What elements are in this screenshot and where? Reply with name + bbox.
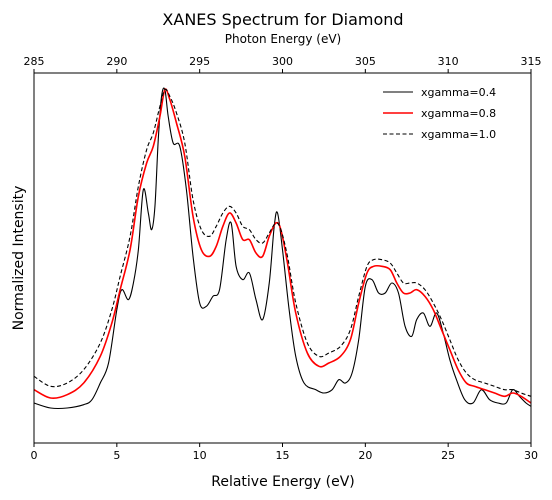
legend-label-3: xgamma=1.0: [421, 128, 496, 141]
x-tick-label: 10: [193, 449, 207, 462]
x-tick-label: 25: [441, 449, 455, 462]
x-tick-label: 20: [358, 449, 372, 462]
x2-tick-label: 315: [521, 55, 542, 68]
legend-label-1: xgamma=0.4: [421, 86, 496, 99]
x2-tick-label: 310: [438, 55, 459, 68]
x-tick-label: 30: [524, 449, 538, 462]
chart-title: XANES Spectrum for Diamond: [162, 10, 403, 29]
x2-tick-label: 295: [189, 55, 210, 68]
x2-tick-label: 305: [355, 55, 376, 68]
top-axis: 285 290 295 300 305 310 315: [24, 55, 542, 73]
legend: xgamma=0.4 xgamma=0.8 xgamma=1.0: [383, 86, 496, 141]
x-tick-label: 15: [276, 449, 290, 462]
x2-tick-label: 290: [106, 55, 127, 68]
x2-tick-label: 285: [24, 55, 45, 68]
top-axis-label: Photon Energy (eV): [225, 32, 341, 46]
x2-tick-label: 300: [272, 55, 293, 68]
x-axis-label: Relative Energy (eV): [211, 474, 355, 490]
x-tick-label: 5: [113, 449, 120, 462]
series-layer: [33, 87, 532, 410]
legend-label-2: xgamma=0.8: [421, 107, 496, 120]
series-line-3: [33, 88, 532, 397]
x-tick-label: 0: [31, 449, 38, 462]
bottom-axis: 0 5 10 15 20 25 30: [31, 443, 538, 462]
plot-frame: [33, 72, 532, 444]
y-axis-label: Normalized Intensity: [11, 186, 27, 331]
